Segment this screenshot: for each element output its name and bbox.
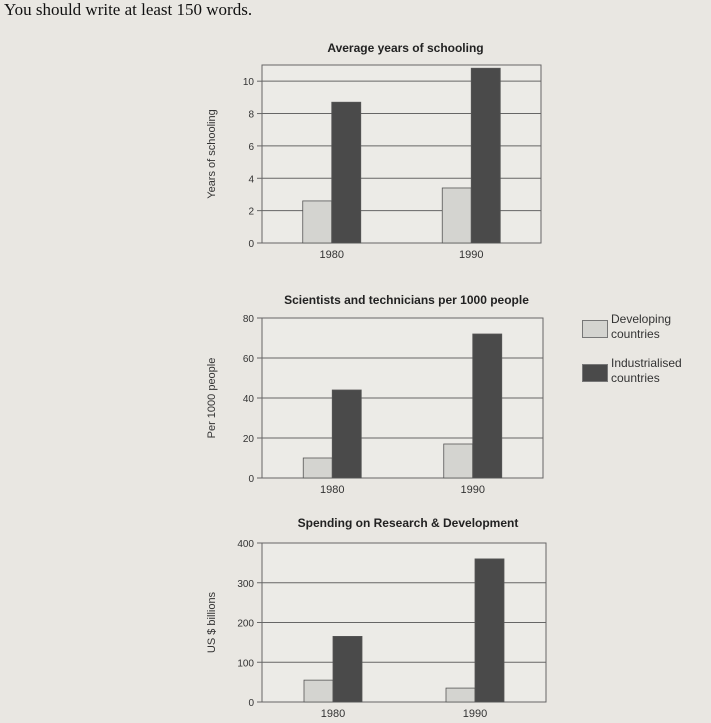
chart-2-title: Scientists and technicians per 1000 peop… [284,293,529,307]
chart-2-tick-label: 0 [248,474,254,485]
chart-3-tick-label: 200 [237,619,254,630]
chart-2-bar-industrialised-1980 [331,389,362,479]
chart-2-category-label: 1980 [320,484,344,496]
chart-1-bar-developing-1980 [302,200,333,244]
chart-1-tick-label: 0 [248,239,254,250]
legend-label-developing: Developing countries [611,312,672,341]
legend-swatch-developing [582,320,608,338]
task-instruction: You should write at least 150 words. [4,0,253,19]
chart-2-bar-developing-1980 [302,457,333,479]
legend-label-industrialised: Industrialised countries [611,356,682,385]
chart-3-ylabel: US $ billions [206,591,218,653]
chart-3-bar-industrialised-1980 [332,636,363,703]
chart-1-ylabel: Years of schooling [206,109,218,199]
legend-swatch-industrialised [582,364,608,382]
chart-3-bar-developing-1980 [303,679,334,703]
chart-2-category-label: 1990 [461,484,485,496]
chart-1-title: Average years of schooling [327,41,483,55]
chart-2-tick-label: 80 [243,314,255,325]
chart-1-bar-developing-1990 [441,187,472,244]
chart-3-category-label: 1990 [463,708,487,720]
chart-3-bar-developing-1990 [445,687,476,703]
chart-1-bar-industrialised-1990 [470,67,501,244]
chart-3-tick-label: 100 [237,658,254,669]
legend-item-developing: Developing countries [582,312,707,352]
chart-1-category-label: 1990 [459,249,483,261]
legend-item-industrialised: Industrialised countries [582,356,707,396]
chart-1-tick-label: 4 [248,174,254,185]
chart-1-tick-label: 10 [243,77,255,88]
chart-3-tick-label: 300 [237,579,254,590]
chart-3-title: Spending on Research & Development [298,516,519,530]
chart-1-tick-label: 2 [248,207,254,218]
chart-2-ylabel: Per 1000 people [206,358,218,439]
chart-3-tick-label: 0 [248,698,254,709]
chart-2-tick-label: 40 [243,394,255,405]
legend: Developing countries Industrialised coun… [582,312,707,400]
chart-3-category-label: 1980 [321,708,345,720]
chart-2-tick-label: 20 [243,434,255,445]
chart-1-tick-label: 6 [248,142,254,153]
chart-2-bar-developing-1990 [443,443,474,479]
chart-1-tick-label: 8 [248,110,254,121]
chart-3-bar-industrialised-1990 [474,558,505,703]
chart-3-tick-label: 400 [237,539,254,550]
chart-2-bar-industrialised-1990 [472,333,503,479]
chart-1-bar-industrialised-1980 [331,101,362,244]
chart-2-tick-label: 60 [243,354,255,365]
chart-1-category-label: 1980 [320,249,344,261]
